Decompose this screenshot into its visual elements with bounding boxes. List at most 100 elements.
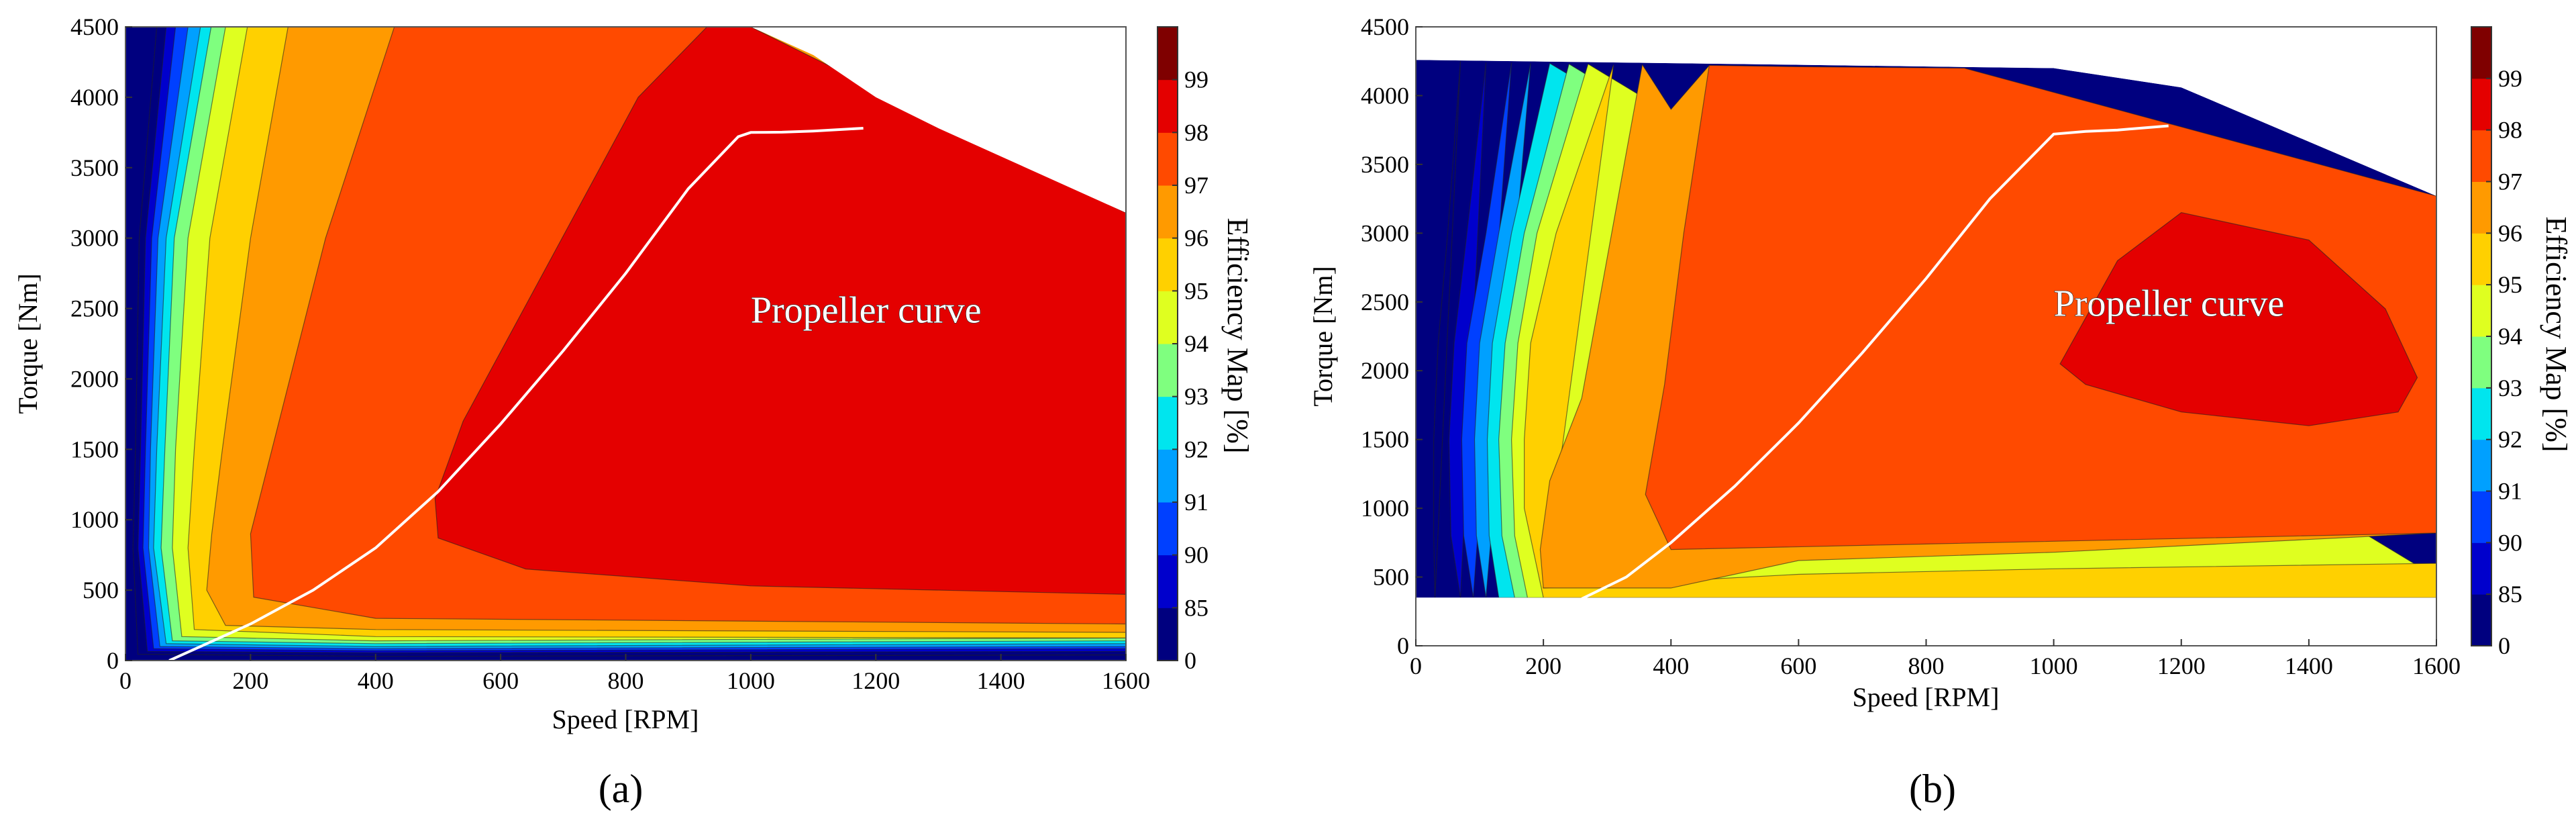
y-tick-label-b: 3000 (1361, 220, 1409, 246)
colorbar-segment-a (1157, 396, 1178, 450)
x-tick-label-b: 1200 (2157, 653, 2206, 679)
colorbar-tick-label-a: 91 (1184, 489, 1208, 516)
colorbar-segment-a (1157, 185, 1178, 239)
y-tick-label-b: 1500 (1361, 426, 1409, 453)
y-tick-label-a: 3500 (70, 154, 119, 181)
panel-a: Propeller curve 0 200 400 600 800 1000 1200 140… (13, 13, 1254, 811)
colorbar-tick-label-a: 98 (1184, 119, 1208, 146)
plot-area-a: Propeller curve (125, 26, 1127, 662)
y-tick-label-a: 4000 (70, 84, 119, 111)
colorbar-segment-a (1157, 554, 1178, 608)
colorbar-segment-b (2471, 130, 2491, 182)
colorbar-segment-a (1157, 27, 1178, 81)
colorbar-tick-label-b: 95 (2498, 271, 2522, 298)
colorbar-segment-a (1157, 132, 1178, 186)
colorbar-segment-a (1157, 449, 1178, 503)
y-tick-label-b: 1000 (1361, 495, 1409, 522)
y-tick-label-a: 500 (83, 577, 119, 603)
y-tick-label-b: 4500 (1361, 13, 1409, 40)
y-tick-label-b: 4000 (1361, 82, 1409, 109)
contour-fills-a (125, 27, 1126, 661)
colorbar-segment-b (2471, 233, 2491, 285)
y-tick-label-a: 4500 (70, 13, 119, 40)
y-tick-label-a: 2000 (70, 365, 119, 392)
colorbar-segment-b (2471, 285, 2491, 337)
envelope-mask-a (125, 27, 1126, 213)
y-tick-label-a: 0 (107, 647, 119, 674)
colorbar-tick-label-a: 94 (1184, 330, 1208, 357)
x-tick-label-a: 1600 (1102, 667, 1150, 694)
x-tick-label-a: 400 (358, 667, 394, 694)
x-tick-label-a: 1400 (977, 667, 1025, 694)
colorbar-tick-label-b: 0 (2498, 632, 2510, 659)
colorbar-tick-label-b: 93 (2498, 375, 2522, 401)
y-tick-label-b: 2000 (1361, 357, 1409, 384)
colorbar-a: 0 85 90 91 92 93 94 95 96 97 98 99 (1157, 26, 1208, 674)
colorbar-tick-label-a: 92 (1184, 436, 1208, 463)
propeller-curve-line-b (1578, 124, 2169, 602)
x-tick-label-b: 600 (1780, 653, 1816, 679)
y-axis-label-b: Torque [Nm] (1308, 266, 1338, 406)
axes-b: 0 200 400 600 800 1000 1200 1400 1600 0 500 1000 150… (1361, 13, 2461, 679)
colorbar-tick-label-b: 91 (2498, 478, 2522, 505)
contour-band-99-b (2059, 211, 2418, 426)
colorbar-tick-label-a: 93 (1184, 383, 1208, 410)
colorbar-segment-b (2471, 594, 2491, 646)
panel-label-a: (a) (599, 767, 643, 811)
colorbar-segment-b (2471, 387, 2491, 440)
colorbar-segment-b (2471, 542, 2491, 595)
colorbar-segment-a (1157, 291, 1178, 344)
colorbar-tick-label-a: 85 (1184, 594, 1208, 621)
x-tick-label-a: 800 (608, 667, 644, 694)
y-axis-label-a: Torque [Nm] (13, 273, 43, 414)
y-tick-label-a: 1500 (70, 436, 119, 463)
x-tick-label-a: 0 (119, 667, 132, 694)
colorbar-tick-label-b: 94 (2498, 323, 2522, 350)
colorbar-tick-label-b: 99 (2498, 65, 2522, 92)
colorbar-segment-b (2471, 78, 2491, 131)
colorbar-tick-label-b: 90 (2498, 529, 2522, 556)
x-tick-label-b: 200 (1525, 653, 1561, 679)
x-tick-label-b: 0 (1410, 653, 1422, 679)
y-tick-label-b: 500 (1373, 564, 1409, 591)
colorbar-label-b: Efficiency Map [%] (2540, 216, 2573, 452)
panel-label-b: (b) (1909, 767, 1956, 811)
colorbar-segment-b (2471, 439, 2491, 491)
y-tick-label-a: 1000 (70, 506, 119, 533)
propeller-curve-annotation-b: Propeller curve (2054, 283, 2285, 324)
colorbar-tick-label-b: 97 (2498, 168, 2522, 195)
x-axis-label-b: Speed [RPM] (1853, 682, 2000, 712)
x-tick-label-a: 1000 (727, 667, 775, 694)
envelope-mask-b (1416, 27, 2436, 196)
colorbar-segment-b (2471, 491, 2491, 543)
x-tick-label-a: 200 (232, 667, 268, 694)
y-tick-label-a: 2500 (70, 295, 119, 322)
colorbar-label-a: Efficiency Map [%] (1221, 218, 1254, 453)
colorbar-tick-label-b: 85 (2498, 581, 2522, 608)
contour-band-98-b (1645, 64, 2436, 550)
low-torque-blank-b (1416, 597, 2436, 646)
plot-area-b: Propeller curve (1415, 26, 2437, 646)
colorbar-segment-a (1157, 79, 1178, 133)
y-tick-label-b: 3500 (1361, 151, 1409, 178)
colorbar-segment-b (2471, 181, 2491, 234)
colorbar-tick-label-a: 99 (1184, 66, 1208, 93)
propeller-curve-annotation-a: Propeller curve (751, 290, 982, 332)
colorbar-tick-label-b: 92 (2498, 426, 2522, 453)
colorbar-tick-label-a: 90 (1184, 542, 1208, 569)
colorbar-tick-label-b: 96 (2498, 220, 2522, 246)
x-tick-label-b: 1000 (2030, 653, 2078, 679)
x-tick-label-b: 400 (1653, 653, 1689, 679)
colorbar-segment-a (1157, 238, 1178, 291)
colorbar-b: 0 85 90 91 92 93 94 95 96 97 98 99 (2471, 26, 2522, 659)
colorbar-tick-label-b: 98 (2498, 117, 2522, 144)
colorbar-segment-a (1157, 344, 1178, 397)
axes-a: 0 200 400 600 800 1000 1200 1400 1600 0 500 1000 150… (70, 13, 1150, 694)
colorbar-tick-label-a: 96 (1184, 225, 1208, 252)
colorbar-tick-label-a: 97 (1184, 172, 1208, 199)
x-tick-label-b: 1400 (2285, 653, 2333, 679)
colorbar-segment-b (2471, 27, 2491, 79)
x-tick-label-b: 800 (1908, 653, 1945, 679)
colorbar-segment-a (1157, 502, 1178, 556)
